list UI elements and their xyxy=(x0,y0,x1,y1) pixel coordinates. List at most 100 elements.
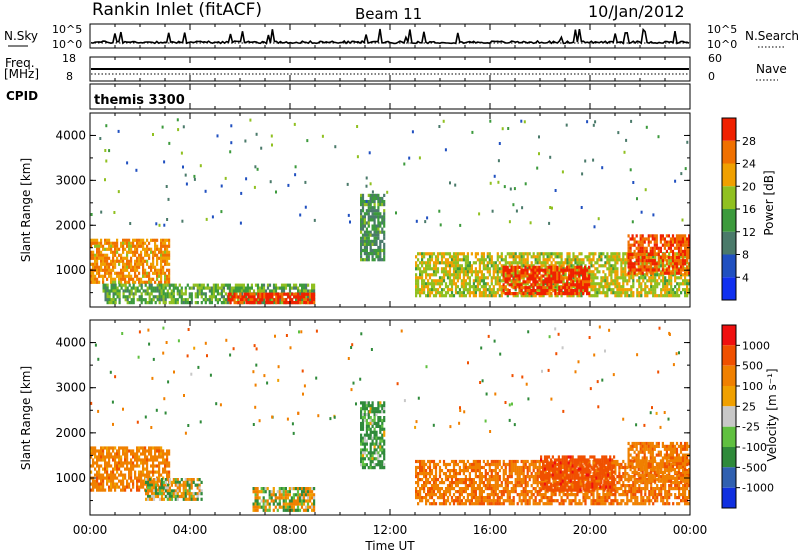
heatmap-cell xyxy=(562,283,565,287)
nsearch-label: N.Search xyxy=(745,29,799,43)
heatmap-cell xyxy=(632,279,635,283)
heatmap-cell xyxy=(428,252,432,256)
heatmap-cell xyxy=(377,418,380,423)
heatmap-cell xyxy=(460,285,463,289)
heatmap-cell xyxy=(118,301,121,305)
heatmap-cell xyxy=(664,288,667,292)
heatmap-cell xyxy=(498,285,501,289)
heatmap-cell xyxy=(126,446,129,450)
heatmap-cell xyxy=(383,427,386,431)
heatmap-cell xyxy=(536,268,539,272)
heatmap-cell xyxy=(419,496,422,500)
heatmap-cell xyxy=(438,291,442,295)
heatmap-cell xyxy=(584,289,587,293)
heatmap-cell xyxy=(526,280,529,284)
heatmap-cell xyxy=(426,216,429,220)
heatmap-cell xyxy=(430,285,434,289)
heatmap-cell xyxy=(142,265,145,269)
heatmap-cell xyxy=(156,271,159,275)
heatmap-cell xyxy=(458,502,461,506)
heatmap-cell xyxy=(627,256,630,260)
heatmap-cell xyxy=(371,224,374,228)
heatmap-cell xyxy=(373,451,376,455)
heatmap-cell xyxy=(450,279,454,283)
heatmap-cell xyxy=(134,238,137,242)
heatmap-cell xyxy=(174,478,177,482)
heatmap-cell xyxy=(637,265,640,269)
heatmap-cell xyxy=(98,449,101,453)
heatmap-cell xyxy=(641,262,644,266)
heatmap-cell xyxy=(665,268,668,272)
heatmap-cell xyxy=(482,294,485,298)
heatmap-cell xyxy=(510,285,513,289)
heatmap-cell xyxy=(423,484,426,488)
heatmap-cell xyxy=(482,261,485,265)
heatmap-cell xyxy=(363,224,366,228)
heatmap-cell xyxy=(542,280,545,284)
heatmap-cell xyxy=(188,497,191,501)
heatmap-cell xyxy=(458,288,461,292)
heatmap-cell xyxy=(369,442,372,446)
heatmap-cell xyxy=(190,497,193,501)
heatmap-cell xyxy=(369,230,372,234)
heatmap-cell xyxy=(580,283,583,287)
heatmap-cell xyxy=(146,301,149,305)
heatmap-cell xyxy=(627,252,630,257)
heatmap-cell xyxy=(678,285,681,289)
heatmap-cell xyxy=(360,200,363,204)
heatmap-cell xyxy=(190,492,193,496)
heatmap-cell xyxy=(130,301,133,305)
heatmap-cell xyxy=(218,298,221,302)
heatmap-cell xyxy=(478,472,481,476)
heatmap-cell xyxy=(558,264,561,268)
heatmap-cell xyxy=(98,452,101,456)
heatmap-cell xyxy=(464,258,467,262)
heatmap-cell xyxy=(184,483,187,487)
heatmap-cell xyxy=(152,271,155,275)
heatmap-cell xyxy=(588,255,591,259)
heatmap-cell xyxy=(99,137,102,140)
heatmap-cell xyxy=(90,464,93,468)
heatmap-cell xyxy=(295,283,298,287)
heatmap-cell xyxy=(446,276,450,280)
heatmap-cell xyxy=(532,274,535,278)
heatmap-cell xyxy=(116,295,119,299)
heatmap-cell xyxy=(136,452,139,456)
heatmap-cell xyxy=(558,271,561,275)
heatmap-cell xyxy=(450,481,454,485)
heatmap-cell xyxy=(158,247,161,251)
heatmap-cell xyxy=(669,256,672,260)
heatmap-cell xyxy=(444,264,448,268)
heatmap-cell xyxy=(379,212,382,216)
heatmap-cell xyxy=(146,467,149,471)
heatmap-cell xyxy=(96,464,99,468)
heatmap-cell xyxy=(568,265,571,269)
heatmap-cell xyxy=(446,469,450,473)
heatmap-cell xyxy=(649,249,652,253)
heatmap-cell xyxy=(678,276,681,280)
heatmap-cell xyxy=(210,292,213,296)
heatmap-cell xyxy=(302,490,306,494)
heatmap-cell xyxy=(524,268,527,272)
heatmap-cell xyxy=(444,261,448,265)
heatmap-cell xyxy=(381,466,384,470)
heatmap-cell xyxy=(280,493,283,497)
heatmap-cell xyxy=(506,292,509,296)
heatmap-cell xyxy=(142,244,145,248)
heatmap-cell xyxy=(96,259,99,263)
heatmap-cell xyxy=(365,184,368,188)
heatmap-cell xyxy=(299,292,302,296)
heatmap-cell xyxy=(369,193,372,197)
heatmap-cell xyxy=(663,268,666,272)
heatmap-cell xyxy=(456,255,459,259)
heatmap-cell xyxy=(675,265,679,269)
heatmap-cell xyxy=(116,271,119,275)
heatmap-cell xyxy=(618,258,621,262)
heatmap-cell xyxy=(124,247,127,251)
heatmap-cell xyxy=(114,259,117,263)
heatmap-cell xyxy=(154,247,157,251)
heatmap-cell xyxy=(140,298,143,302)
heatmap-cell xyxy=(618,291,621,295)
heatmap-cell xyxy=(102,283,105,287)
heatmap-cell xyxy=(136,259,139,263)
